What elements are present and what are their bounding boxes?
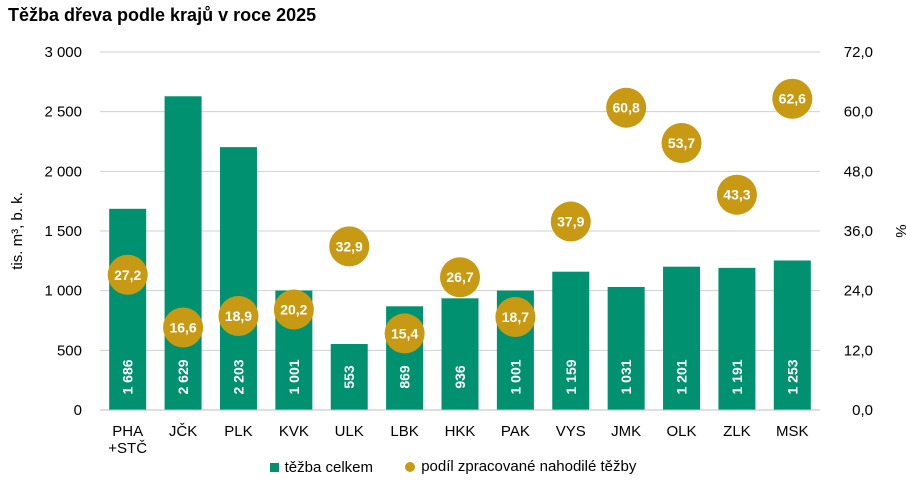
- bar-value-label: 1 201: [674, 359, 690, 394]
- bar-value-label: 1 253: [784, 359, 800, 394]
- category-label: PHA: [112, 423, 143, 440]
- legend-square-icon: [269, 462, 279, 472]
- data-point: [550, 201, 591, 242]
- legend-dot-icon: [405, 461, 416, 472]
- legend-label-bars: těžba celkem: [284, 458, 374, 476]
- y-tick-label: 3 000: [44, 44, 82, 61]
- y2-tick-label: 36,0: [844, 223, 873, 240]
- bar-value-label: 1 686: [120, 359, 136, 394]
- data-point: [716, 174, 757, 215]
- category-label: VYS: [556, 423, 586, 440]
- bar-series: 1 686 2 629 2 203 1 001 553 869 936 1 001 1 159 1…: [109, 96, 811, 410]
- point-value-label: 18,7: [502, 309, 529, 325]
- y-tick-label: 2 000: [44, 163, 82, 180]
- bar: [607, 286, 645, 410]
- point-value-label: 32,9: [336, 238, 363, 254]
- y2-tick-label: 0,0: [852, 402, 873, 419]
- point-value-label: 43,3: [723, 187, 750, 203]
- category-label: PAK: [501, 423, 530, 440]
- data-point: [661, 122, 702, 163]
- data-point: [606, 87, 647, 128]
- y-axis-label: tis. m³, b. k.: [9, 192, 26, 270]
- y-tick-label: 500: [57, 342, 82, 359]
- y-tick-label: 1 500: [44, 223, 82, 240]
- category-label: ULK: [335, 423, 364, 440]
- bar: [773, 260, 811, 410]
- point-value-label: 53,7: [668, 135, 695, 151]
- bar-value-label: 1 031: [618, 359, 634, 394]
- point-value-label: 60,8: [613, 100, 640, 116]
- data-point: [772, 78, 813, 119]
- legend-item-bars: těžba celkem: [269, 458, 374, 476]
- point-value-label: 16,6: [169, 319, 196, 335]
- legend-item-points: podíl zpracované nahodilé těžby: [405, 458, 636, 475]
- chart: 1 686 2 629 2 203 1 001 553 869 936 1 001 1 159 1…: [9, 44, 906, 455]
- category-label: JČK: [169, 423, 197, 440]
- category-label: LBK: [390, 423, 418, 440]
- category-label: HKK: [445, 423, 476, 440]
- point-value-label: 18,9: [225, 308, 252, 324]
- data-point: [163, 307, 204, 348]
- bar: [552, 271, 590, 410]
- category-label: MSK: [776, 423, 809, 440]
- legend-label-points: podíl zpracované nahodilé těžby: [421, 458, 637, 475]
- data-point: [329, 226, 370, 267]
- category-label: +STČ: [108, 440, 147, 455]
- y2-axis-label: %: [892, 224, 906, 237]
- data-point: [107, 254, 148, 295]
- y2-tick-label: 24,0: [844, 283, 873, 300]
- bar-value-label: 553: [341, 365, 357, 389]
- bar: [219, 147, 257, 410]
- y2-tick-label: 12,0: [844, 342, 873, 359]
- bar-value-label: 1 001: [286, 359, 302, 394]
- point-value-label: 20,2: [280, 302, 307, 318]
- y-tick-label: 0: [74, 402, 82, 419]
- bar: [164, 96, 202, 410]
- y2-tick-label: 48,0: [844, 163, 873, 180]
- category-labels: PHA+STČ JČK PLK KVK ULK LBK HKK PAK VYS JMK OLK ZLK…: [108, 423, 808, 455]
- y2-tick-label: 72,0: [844, 44, 873, 61]
- legend: těžba celkem podíl zpracované nahodilé t…: [0, 458, 906, 476]
- chart-title: Těžba dřeva podle krajů v roce 2025: [8, 5, 317, 25]
- bar-value-label: 869: [397, 365, 413, 389]
- data-point: [273, 289, 314, 330]
- bar-value-label: 2 203: [230, 359, 246, 394]
- bar-value-label: 1 159: [563, 359, 579, 394]
- right-axis-ticks: 0,0 12,0 24,0 36,0 48,0 60,0 72,0: [844, 44, 873, 419]
- category-label: OLK: [667, 423, 697, 440]
- bar: [109, 208, 147, 410]
- point-value-label: 37,9: [557, 214, 584, 230]
- category-label: KVK: [279, 423, 309, 440]
- bar: [441, 298, 479, 410]
- bar-value-label: 936: [452, 365, 468, 389]
- category-label: JMK: [611, 423, 641, 440]
- bar: [718, 267, 756, 410]
- point-series: 27,2 16,6 18,9 20,2 32,9 15,4 26,7 18,7 37,9 60,8…: [107, 78, 813, 354]
- bar-value-label: 1 001: [507, 359, 523, 394]
- data-point: [218, 296, 259, 337]
- bar: [330, 344, 368, 410]
- bar-value-label: 2 629: [175, 359, 191, 394]
- category-label: ZLK: [723, 423, 751, 440]
- y-tick-label: 1 000: [44, 283, 82, 300]
- bar-value-label: 1 191: [729, 359, 745, 394]
- point-value-label: 26,7: [446, 269, 473, 285]
- data-point: [440, 257, 480, 298]
- y-tick-label: 2 500: [44, 104, 82, 121]
- data-point: [384, 313, 425, 354]
- point-value-label: 27,2: [114, 267, 141, 283]
- category-label: PLK: [224, 423, 252, 440]
- left-axis-ticks: 0 500 1 000 1 500 2 000 2 500 3 000: [44, 44, 82, 419]
- point-value-label: 15,4: [391, 325, 418, 341]
- y2-tick-label: 60,0: [844, 104, 873, 121]
- point-value-label: 62,6: [779, 91, 806, 107]
- data-point: [495, 297, 536, 338]
- bar: [663, 266, 701, 410]
